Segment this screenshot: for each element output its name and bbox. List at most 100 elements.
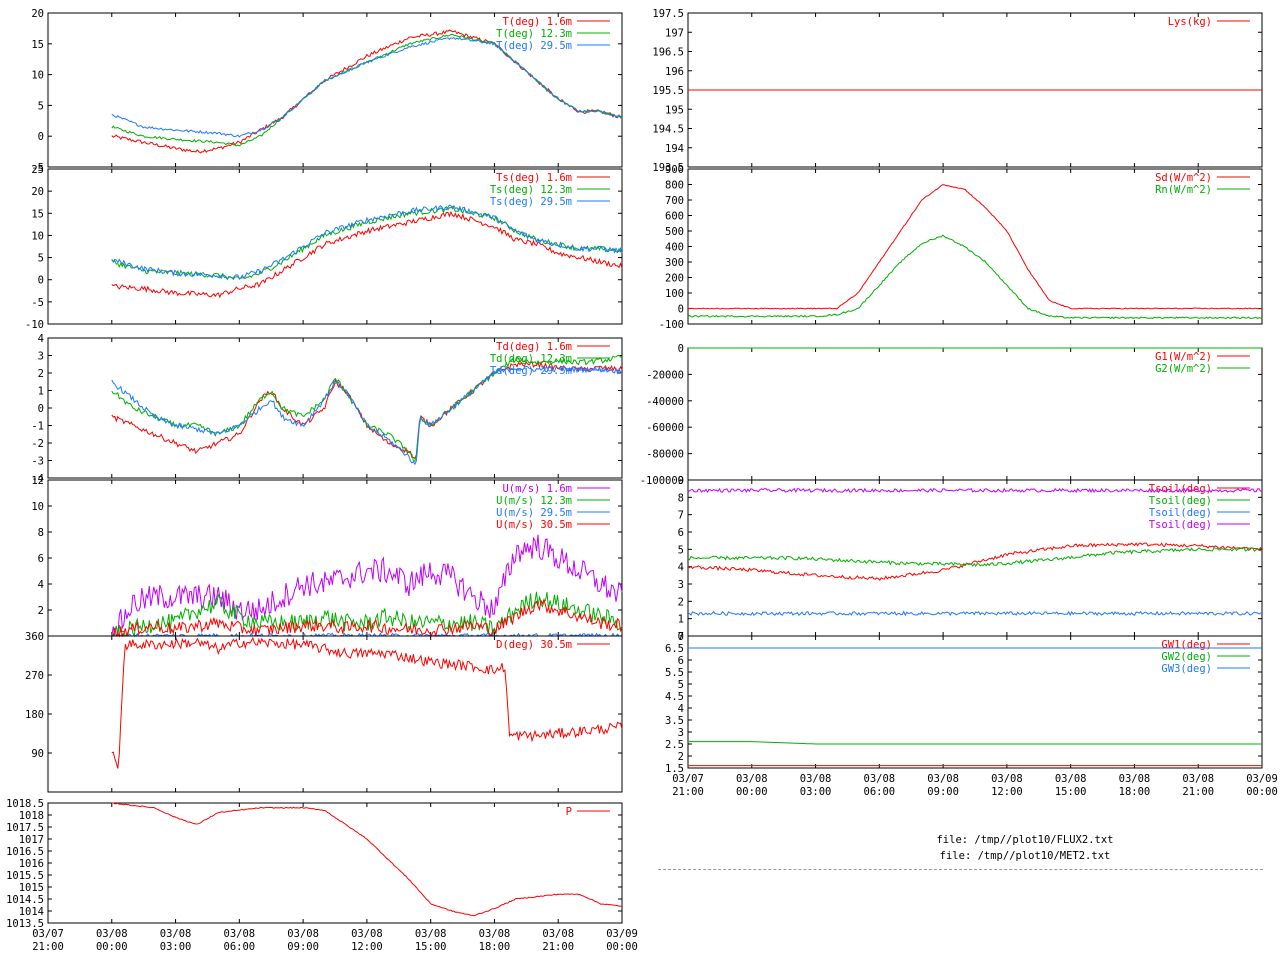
x-tick-time: 15:00 (1055, 786, 1087, 798)
y-tick-label: 10 (31, 230, 44, 242)
y-tick-label: 20 (31, 186, 44, 198)
x-tick-date: 03/09 (1246, 773, 1278, 785)
legend-label: G2(W/m^2) (1155, 363, 1212, 375)
y-tick-label: 193.5 (652, 162, 684, 174)
y-tick-label: 3 (678, 579, 684, 591)
y-tick-label: 400 (665, 242, 684, 254)
series-line-tsoil-0 (687, 542, 1263, 581)
y-tick-label: 4 (38, 579, 44, 591)
y-tick-label: 90 (31, 748, 44, 760)
x-tick-date: 03/08 (96, 928, 128, 940)
y-tick-label: 2 (38, 368, 44, 380)
y-tick-label: 196.5 (652, 47, 684, 59)
y-tick-label: 600 (665, 211, 684, 223)
legend-label: Ts(deg) 1.6m (496, 172, 572, 184)
legend-label: U(m/s) 30.5m (496, 519, 572, 531)
y-tick-label: 12 (31, 475, 44, 487)
y-tick-label: 10 (31, 70, 44, 82)
series-line-u-1 (111, 591, 623, 638)
chart-t: -5 0 5 10 15 20 T(deg) 1.6mT(deg) 12.3mT(deg) … (31, 8, 623, 174)
legend-label: T(deg) 29.5m (496, 40, 572, 52)
y-tick-label: -3 (31, 456, 44, 468)
x-tick-time: 12:00 (351, 941, 383, 953)
y-tick-label: 20 (31, 8, 44, 20)
y-tick-label: -1 (31, 421, 44, 433)
x-tick-date: 03/07 (32, 928, 64, 940)
y-tick-label: 5 (38, 100, 44, 112)
x-tick-date: 03/08 (160, 928, 192, 940)
legend-label: Td(deg) 12.3m (490, 353, 572, 365)
y-tick-label: 15 (31, 208, 44, 220)
y-tick-label: 1 (678, 614, 684, 626)
y-tick-label: 0 (38, 275, 44, 287)
y-tick-label: 1013.5 (6, 918, 44, 930)
x-tick-date: 03/08 (1055, 773, 1087, 785)
x-tick-date: 03/08 (351, 928, 383, 940)
plot-frame (47, 802, 623, 924)
x-tick-date: 03/08 (1119, 773, 1151, 785)
file-met-label: file: /tmp//plot10/MET2.txt (939, 850, 1111, 862)
file-flux-label: file: /tmp//plot10/FLUX2.txt (936, 834, 1114, 846)
y-tick-label: 1018.5 (6, 798, 44, 810)
plot-frame (47, 12, 623, 168)
y-tick-label: 7 (678, 510, 684, 522)
series-line-tsoil-1 (687, 546, 1263, 568)
y-tick-label: 1016.5 (6, 846, 44, 858)
y-tick-label: 195 (665, 104, 684, 116)
legend-label: Ts(deg) 29.5m (490, 196, 572, 208)
file-list: file: /tmp//plot10/FLUX2.txt file: /tmp/… (870, 832, 1180, 864)
plot-frame (47, 168, 623, 325)
chart-g: -100000 -80000 -60000 -40000 -20000 0 G1(W/m^2… (640, 343, 1263, 487)
chart-lys: 193.5 194 194.5 195 195.5 196 196.5 197 197.5 Lys… (652, 8, 1263, 174)
series-line-t-1 (111, 33, 623, 147)
y-tick-label: 197 (665, 27, 684, 39)
legend-label: U(m/s) 29.5m (496, 507, 572, 519)
y-tick-label: 1015 (19, 882, 44, 894)
y-tick-label: 2 (678, 751, 684, 763)
y-tick-label: 3 (678, 727, 684, 739)
y-tick-label: 700 (665, 195, 684, 207)
legend-label: G1(W/m^2) (1155, 351, 1212, 363)
y-tick-label: 4 (678, 562, 684, 574)
x-tick-time: 00:00 (1246, 786, 1278, 798)
y-tick-label: 8 (38, 527, 44, 539)
y-tick-label: 2 (678, 596, 684, 608)
plot-frame (687, 635, 1263, 769)
x-tick-time: 21:00 (32, 941, 64, 953)
series-line-td-2 (111, 365, 623, 466)
y-tick-label: 6 (678, 527, 684, 539)
x-tick-time: 21:00 (1182, 786, 1214, 798)
y-tick-label: 7 (678, 631, 684, 643)
legend-label: Rn(W/m^2) (1155, 184, 1212, 196)
chart-d: 90 180 270 360 D(deg) 30.5m (25, 631, 623, 793)
x-tick-time: 09:00 (287, 941, 319, 953)
y-tick-label: -10 (25, 319, 44, 331)
x-tick-time: 21:00 (542, 941, 574, 953)
y-tick-label: -100000 (640, 475, 684, 487)
y-tick-label: 800 (665, 180, 684, 192)
y-tick-label: 4 (38, 333, 44, 345)
y-tick-label: 6 (678, 655, 684, 667)
y-tick-label: -40000 (646, 396, 684, 408)
x-tick-date: 03/08 (415, 928, 447, 940)
x-tick-time: 03:00 (160, 941, 192, 953)
x-tick-time: 03:00 (800, 786, 832, 798)
legend-label: Td(deg) 1.6m (496, 341, 572, 353)
y-tick-label: 8 (678, 492, 684, 504)
x-tick-date: 03/09 (606, 928, 638, 940)
y-tick-label: 900 (665, 164, 684, 176)
series-line-t-2 (111, 36, 623, 138)
y-tick-label: 0 (678, 343, 684, 355)
series-line-p-0 (111, 802, 623, 917)
y-tick-label: 6.5 (665, 643, 684, 655)
legend-label: Lys(kg) (1168, 16, 1212, 28)
y-tick-label: 200 (665, 273, 684, 285)
x-tick-time: 18:00 (479, 941, 511, 953)
legend-label: U(m/s) 12.3m (496, 495, 572, 507)
x-tick-time: 06:00 (224, 941, 256, 953)
x-tick-date: 03/08 (991, 773, 1023, 785)
legend-label: Td(deg) 29.5m (490, 365, 572, 377)
chart-gw: 1.522.533.544.555.566.5703/0721:0003/080… (665, 631, 1278, 798)
plot-frame (47, 635, 623, 793)
y-tick-label: -100 (659, 319, 684, 331)
